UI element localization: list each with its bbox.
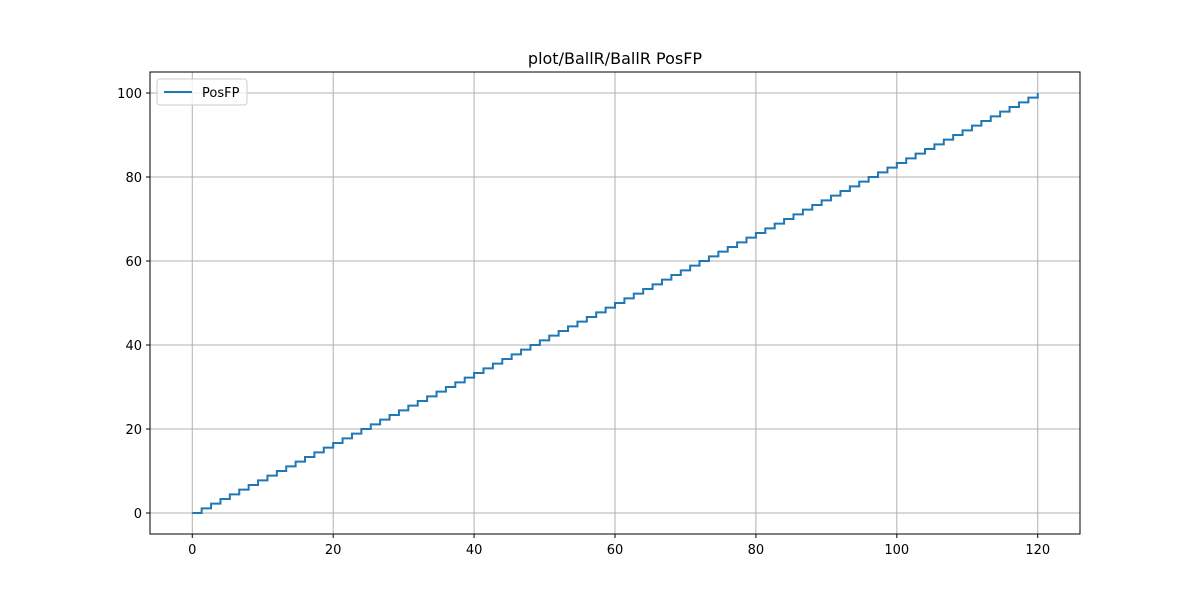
chart-title: plot/BallR/BallR PosFP	[528, 49, 703, 68]
x-tick-label: 0	[188, 543, 196, 558]
x-axis-ticks: 0 20 40 60 80 100 120	[188, 534, 1050, 558]
series-line-posfp	[192, 93, 1039, 514]
x-tick-label: 40	[466, 543, 483, 558]
grid	[150, 72, 1080, 534]
x-tick-label: 20	[325, 543, 342, 558]
y-tick-label: 100	[117, 87, 142, 102]
y-tick-label: 20	[125, 423, 142, 438]
x-tick-label: 120	[1025, 543, 1050, 558]
y-tick-label: 60	[125, 255, 142, 270]
y-tick-label: 0	[134, 507, 142, 522]
x-tick-label: 80	[748, 543, 765, 558]
y-axis-ticks: 0 20 40 60 80 100	[117, 87, 150, 522]
legend-box	[156, 78, 248, 106]
x-tick-label: 100	[884, 543, 909, 558]
x-tick-label: 60	[607, 543, 624, 558]
series-layer	[192, 93, 1039, 514]
legend: PosFP	[156, 78, 248, 106]
y-tick-label: 80	[125, 171, 142, 186]
y-tick-label: 40	[125, 339, 142, 354]
legend-label: PosFP	[202, 86, 240, 101]
